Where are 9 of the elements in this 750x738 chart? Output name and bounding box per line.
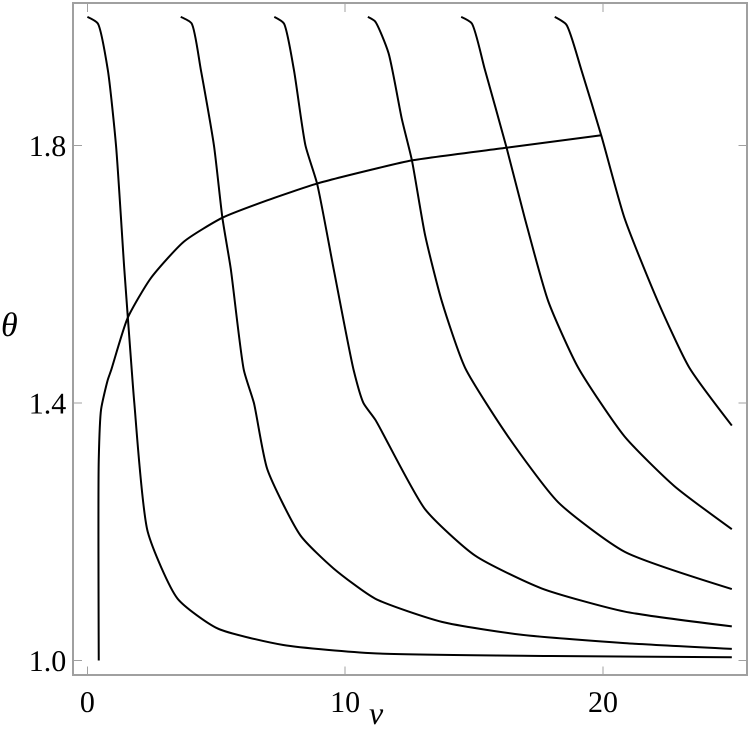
x-tick-label: 10 xyxy=(330,686,360,719)
y-tick-label: 1.0 xyxy=(28,644,66,678)
y-tick-label: 1.8 xyxy=(28,130,66,164)
x-axis-title: ν xyxy=(369,695,384,731)
y-tick-label: 1.4 xyxy=(28,388,66,421)
x-tick-label: 20 xyxy=(588,686,618,719)
y-axis-title: θ xyxy=(1,307,18,344)
x-tick-label: 0 xyxy=(80,686,95,719)
line-series xyxy=(86,16,733,658)
